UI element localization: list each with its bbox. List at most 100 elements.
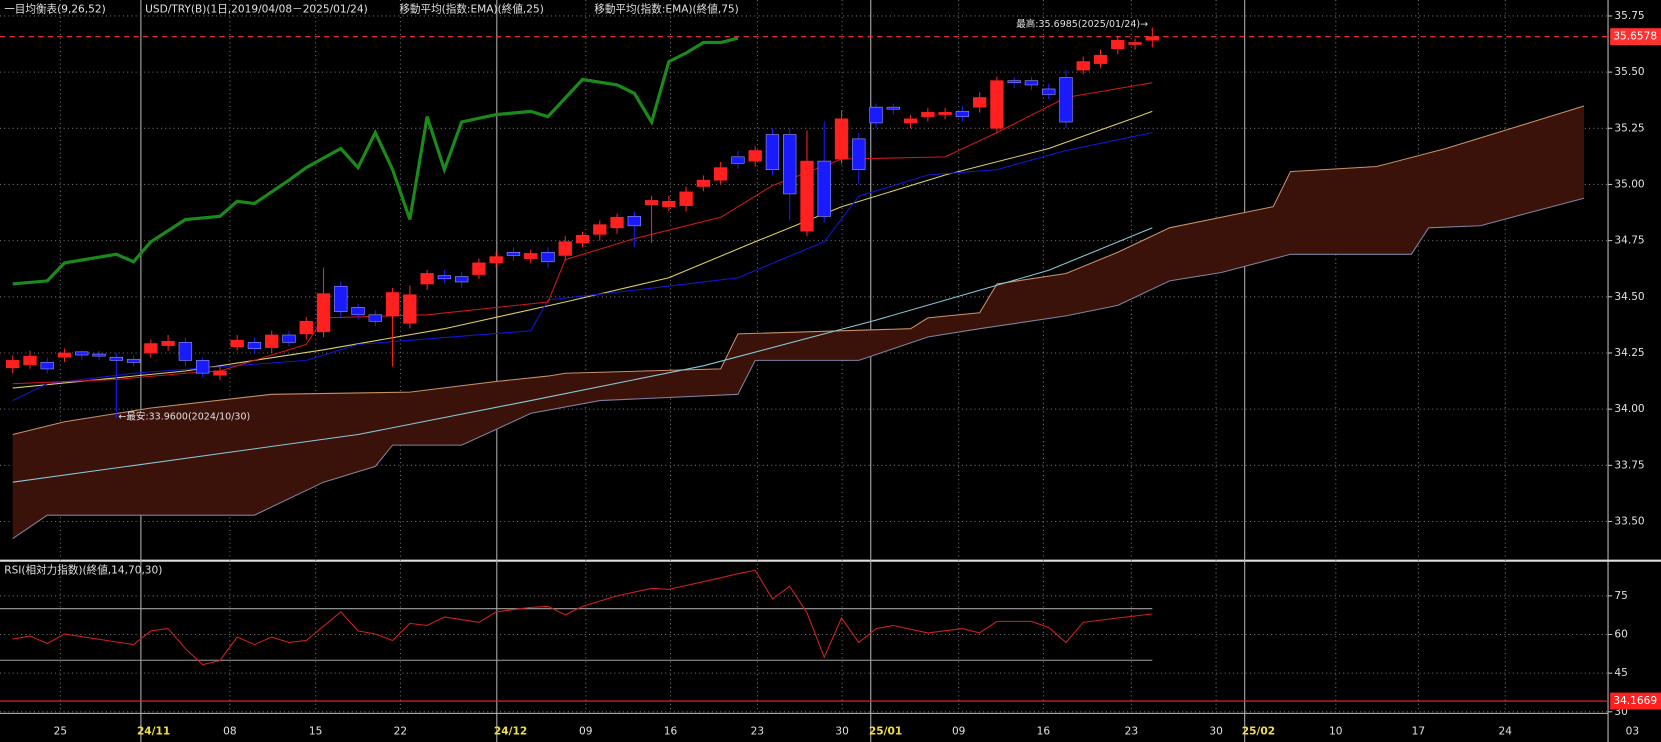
x-tick-label: 24/11	[137, 725, 170, 737]
indicator-line	[12, 227, 1153, 483]
candle-body	[593, 224, 607, 235]
y-tick-label: 35.75	[1614, 10, 1644, 22]
candle-body	[696, 179, 711, 187]
candle-body	[109, 356, 123, 361]
y-tick-label: 34.50	[1614, 291, 1645, 303]
candle-body	[748, 150, 762, 162]
indicator-line	[12, 110, 1153, 389]
candle-body	[834, 118, 849, 160]
candle-body	[800, 160, 814, 232]
candle-body	[713, 167, 728, 181]
last-price-box	[1610, 28, 1661, 46]
last-price-label: 35.6578	[1613, 31, 1657, 43]
panel-title: RSI(相対力指数)(終値,14,70,30)	[4, 563, 162, 576]
x-tick-label: 16	[1037, 725, 1051, 737]
candle-body	[1007, 80, 1021, 84]
y-tick-label: 33.75	[1614, 459, 1644, 471]
candle-body	[765, 134, 780, 170]
candle-body	[178, 342, 193, 361]
x-tick-label: 25	[54, 725, 67, 737]
legend-text: 移動平均(指数:EMA)(終値,25)	[399, 3, 544, 16]
candle-body	[437, 275, 452, 280]
candle-body	[731, 156, 745, 164]
candle-body	[903, 118, 918, 124]
candle-body	[1145, 36, 1159, 41]
y-tick-label: 35.25	[1614, 122, 1644, 134]
x-tick-label: 30	[835, 725, 849, 737]
y-tick-label: 35.00	[1614, 178, 1645, 190]
candle-body	[368, 314, 382, 322]
candle-body	[316, 293, 331, 333]
y-tick-label: 34.75	[1614, 235, 1644, 247]
candle-body	[282, 334, 296, 343]
y-tick-label: 33.50	[1614, 515, 1645, 527]
candle-body	[817, 160, 831, 217]
candle-body	[23, 355, 37, 365]
candle-body	[1024, 80, 1039, 86]
candle-body	[247, 342, 262, 350]
candle-body	[1076, 61, 1090, 71]
indicator-line	[12, 105, 1585, 436]
candle-body	[126, 358, 141, 363]
legend-text: USD/TRY(B)(1日,2019/04/08－2025/01/24)	[145, 4, 368, 16]
candle-body	[1111, 39, 1125, 50]
candle-body	[75, 351, 89, 356]
annotation: ←最安:33.9600(2024/10/30)	[118, 411, 250, 423]
candle-body	[1042, 88, 1056, 95]
candle-body	[351, 307, 365, 316]
x-tick-label: 22	[394, 725, 407, 737]
y-tick-label: 34.00	[1614, 403, 1645, 415]
y-tick-label: 75	[1614, 590, 1627, 602]
candle-body	[6, 360, 20, 369]
rsi-marker-label: 34.1669	[1613, 695, 1657, 707]
candle-body	[489, 256, 503, 264]
x-tick-label: 30	[1209, 725, 1223, 737]
indicator-line	[12, 569, 1153, 666]
y-tick-label: 45	[1614, 667, 1627, 679]
candle-body	[40, 362, 54, 370]
candle-body	[886, 106, 900, 110]
x-tick-label: 09	[579, 725, 592, 737]
x-tick-label: 09	[952, 725, 965, 737]
candle-body	[955, 111, 970, 117]
x-tick-label: 23	[1125, 725, 1138, 737]
candle-body	[195, 360, 210, 374]
candle-body	[92, 353, 106, 357]
candle-body	[454, 276, 469, 283]
candle-body	[1128, 42, 1142, 45]
candle-body	[506, 251, 521, 256]
rsi-marker-box	[1610, 692, 1661, 710]
candle-body	[1093, 54, 1108, 64]
candle-body	[558, 241, 572, 256]
candle-body	[972, 97, 987, 108]
candle-body	[265, 334, 279, 348]
y-tick-label: 34.25	[1614, 347, 1644, 359]
candle-body	[403, 294, 417, 324]
legend-title: 一目均衡表(9,26,52)	[4, 3, 105, 16]
candle-body	[627, 216, 641, 227]
y-tick-label: 35.50	[1614, 66, 1645, 78]
cloud-fill	[12, 106, 1584, 539]
x-tick-label: 17	[1412, 725, 1425, 737]
legend-text: 移動平均(指数:EMA)(終値,75)	[594, 3, 739, 16]
candle-body	[869, 106, 883, 124]
indicator-line	[12, 132, 1153, 402]
candle-body	[852, 138, 866, 170]
candle-body	[679, 191, 693, 206]
indicator-line	[12, 36, 739, 286]
x-tick-label: 16	[664, 725, 678, 737]
indicator-line	[12, 197, 1585, 540]
candle-body	[541, 251, 555, 263]
x-tick-label: 23	[751, 725, 764, 737]
x-tick-label: 10	[1329, 725, 1343, 737]
candle-body	[57, 352, 72, 358]
candle-body	[161, 340, 175, 346]
candle-body	[783, 134, 797, 195]
x-tick-label: 24/12	[494, 725, 527, 737]
x-tick-label: 24	[1499, 725, 1513, 737]
annotation: 最高:35.6985(2025/01/24)→	[1016, 18, 1148, 30]
candle-body	[921, 112, 935, 117]
x-tick-label: 15	[309, 725, 322, 737]
